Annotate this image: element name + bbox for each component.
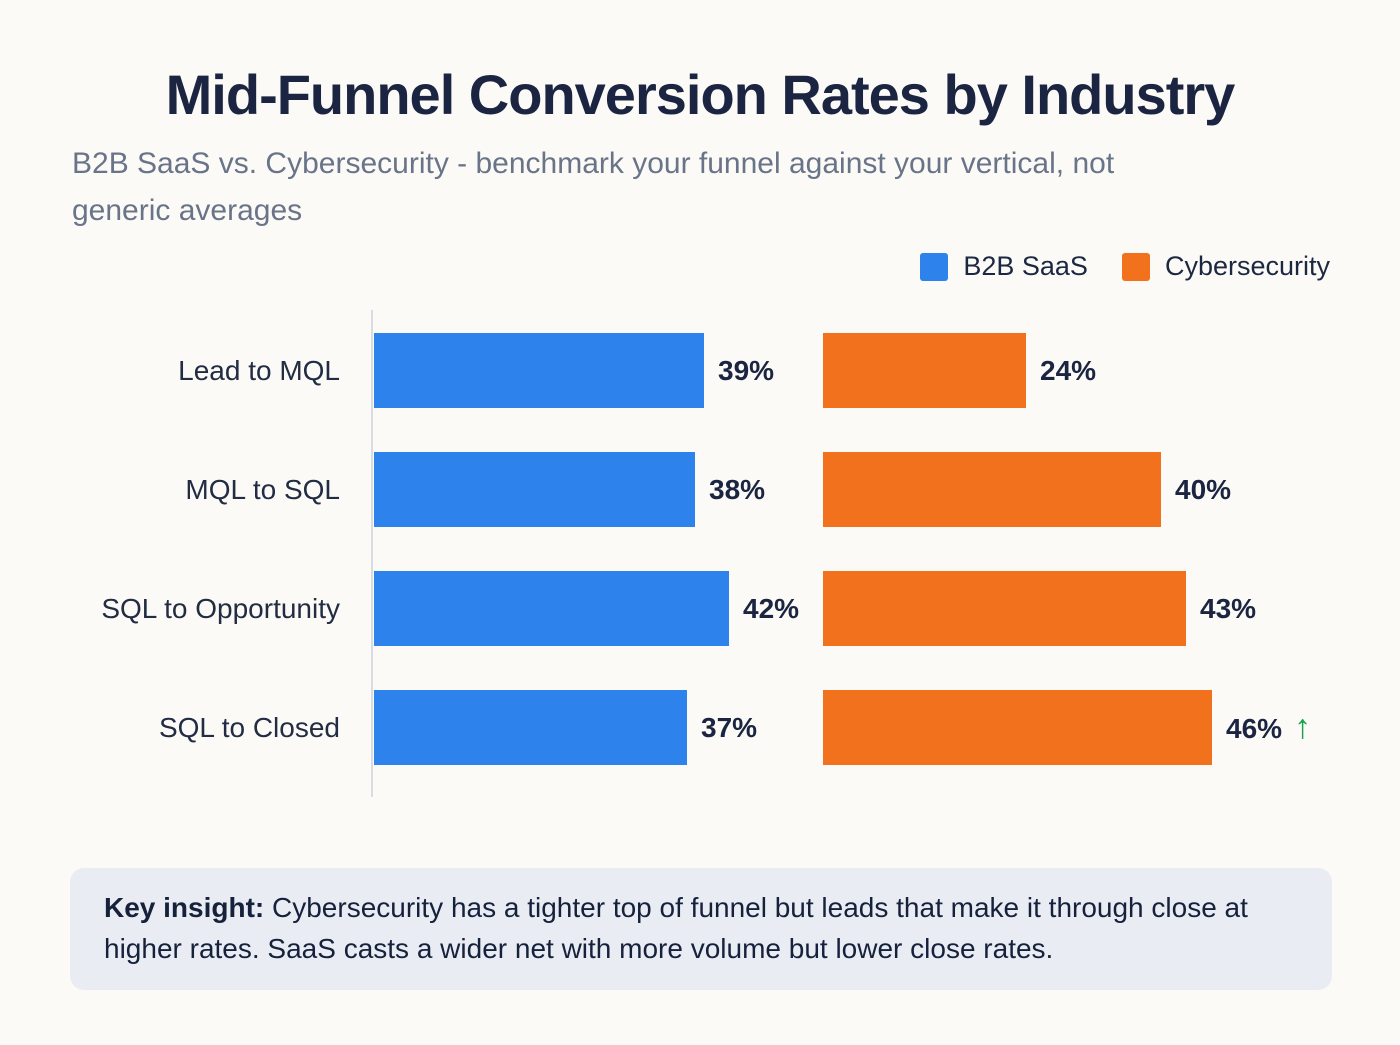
cybersecurity-value: 46% ↑ (1226, 690, 1311, 765)
category-label: Lead to MQL (178, 355, 340, 386)
b2b-saas-value: 42% (743, 593, 800, 624)
cybersecurity-bar (823, 690, 1212, 765)
category-label: MQL to SQL (185, 474, 340, 505)
up-arrow-icon: ↑ (1294, 708, 1312, 746)
b2b-saas-value: 38% (709, 474, 766, 505)
chart-legend: B2B SaaS Cybersecurity (920, 251, 1330, 282)
cybersecurity-value: 43% (1200, 593, 1257, 624)
legend-label: B2B SaaS (963, 251, 1088, 281)
b2b-saas-bar (374, 452, 695, 527)
chart-row: SQL to Closed 37% 46% ↑ (0, 690, 1400, 765)
key-insight-label: Key insight: (104, 892, 265, 923)
category-label: SQL to Opportunity (101, 593, 340, 624)
chart-row: Lead to MQL 39% 24% (0, 333, 1400, 408)
cybersecurity-value: 40% (1175, 474, 1232, 505)
page-subtitle: B2B SaaS vs. Cybersecurity - benchmark y… (72, 147, 1115, 227)
b2b-saas-value: 37% (701, 712, 758, 743)
page-title: Mid-Funnel Conversion Rates by Industry (165, 63, 1236, 126)
cybersecurity-bar (823, 571, 1186, 646)
key-insight-text: Cybersecurity has a tighter top of funne… (104, 892, 1248, 964)
b2b-saas-swatch-icon (920, 252, 949, 281)
bar-chart: Lead to MQL 39% 24% MQL to SQL 38% 40% SQL to … (0, 310, 1400, 805)
chart-row: SQL to Opportunity 42% 43% (0, 571, 1400, 646)
chart-row: MQL to SQL 38% 40% (0, 452, 1400, 527)
cybersecurity-swatch-icon (1121, 252, 1150, 281)
b2b-saas-bar (374, 333, 704, 408)
key-insight-box: Key insight: Cybersecurity has a tighter… (70, 868, 1332, 990)
category-label: SQL to Closed (158, 712, 340, 743)
legend-item-b2b-saas: B2B SaaS (920, 251, 1088, 282)
y-axis-line (371, 310, 373, 797)
b2b-saas-value: 39% (718, 355, 775, 386)
legend-item-cybersecurity: Cybersecurity (1121, 251, 1330, 282)
legend-label: Cybersecurity (1164, 251, 1330, 281)
cybersecurity-bar (823, 333, 1026, 408)
cybersecurity-value: 24% (1040, 355, 1097, 386)
cybersecurity-bar (823, 452, 1161, 527)
b2b-saas-bar (374, 571, 729, 646)
b2b-saas-bar (374, 690, 687, 765)
